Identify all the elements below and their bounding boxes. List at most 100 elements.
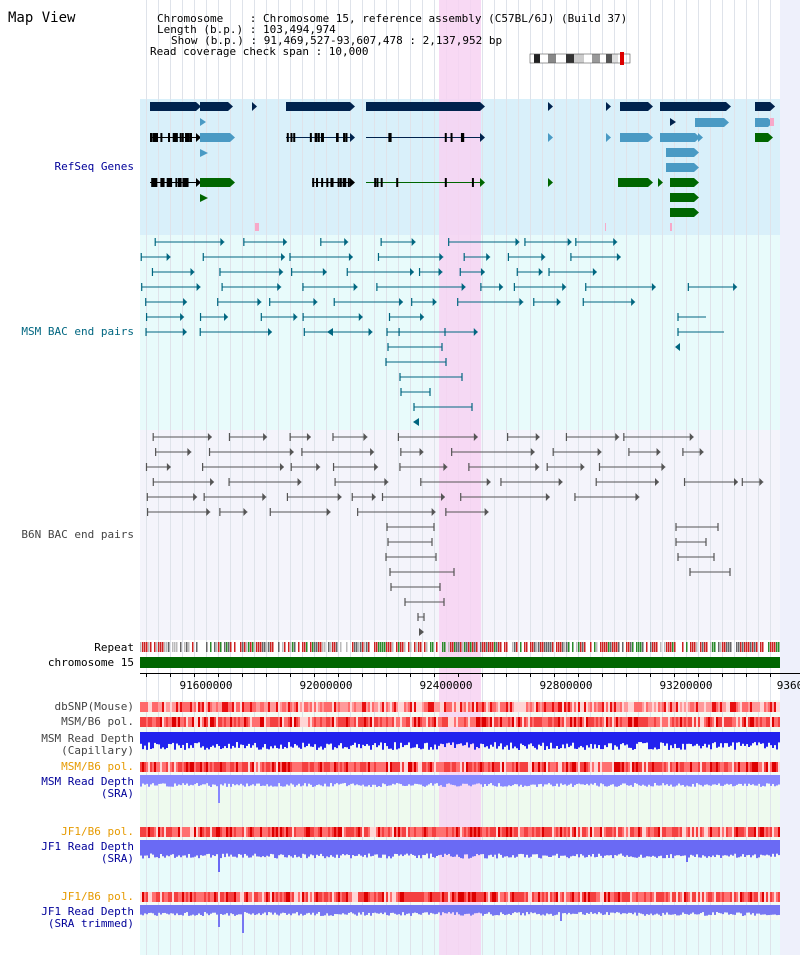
track-label-msm-pol-1[interactable]: MSM/B6 pol. [61,715,134,728]
gene-strand-arrow [548,133,553,142]
jf1-depth-trim-bar [248,905,250,914]
jf1-pol-2-cell [754,892,756,902]
msm-depth-capillary-bar [342,732,344,749]
jf1-depth-sra-bar [768,840,770,856]
track-label-chromosome[interactable]: chromosome 15 [47,656,134,669]
msm-pol-cell [608,717,610,727]
track-label-jf1-depth-trimmed[interactable]: JF1 Read Depth (SRA trimmed) [41,905,134,930]
msm-depth-sra-bar [328,775,330,787]
track-label-jf1-depth-sra[interactable]: JF1 Read Depth (SRA) [41,840,134,865]
jf1-depth-trim-bar [716,905,718,913]
msm-pol-2-cell [562,762,564,772]
jf1-depth-trim-bar [300,905,302,914]
msm-pol-cell [724,717,726,727]
gene-exon [388,133,391,142]
msm-pol-2-cell [154,762,156,772]
repeat-element [534,642,536,652]
repeat-element [244,642,246,652]
jf1-depth-trim-bar [654,905,656,915]
msm-depth-capillary-bar [322,732,324,750]
jf1-depth-trim-bar [566,905,568,915]
msm-pol-cell [606,717,608,727]
jf1-pol-2-cell [310,892,312,902]
msm-depth-sra-bar [446,775,448,784]
dbsnp-cell [758,702,760,712]
jf1-pol-cell [290,827,292,837]
jf1-depth-trim-bar [774,905,776,915]
repeat-element [224,642,226,652]
msm-depth-capillary-bar [776,732,778,750]
track-label-msm-pol-2[interactable]: MSM/B6 pol. [61,760,134,773]
dbsnp-cell [754,702,756,712]
dbsnp-cell [144,702,146,712]
jf1-pol-2-cell [458,892,460,902]
jf1-depth-sra-bar [618,840,620,855]
msm-depth-capillary-bar [238,732,240,748]
jf1-pol-2-cell [312,892,314,902]
gene-exon [339,178,342,187]
jf1-depth-sra-bar [700,840,702,858]
track-label-jf1-pol-2[interactable]: JF1/B6 pol. [61,890,134,903]
msm-depth-capillary-bar [392,732,394,750]
track-label-repeat[interactable]: Repeat [94,641,134,654]
track-label-msm-depth-sra[interactable]: MSM Read Depth (SRA) [41,775,134,800]
msm-depth-capillary-bar [360,732,362,749]
dbsnp-cell [412,702,414,712]
jf1-depth-sra-bar [200,840,202,856]
msm-pol-cell [262,717,264,727]
jf1-depth-trim-bar [250,905,252,915]
dbsnp-cell [252,702,254,712]
msm-depth-capillary-bar [328,732,330,745]
jf1-depth-sra-bar [418,840,420,856]
track-label-jf1-pol-1[interactable]: JF1/B6 pol. [61,825,134,838]
show-range-info-line: Show (b.p.) : 91,469,527-93,607,478 : 2,… [171,34,503,47]
msm-pol-cell [614,717,616,727]
track-label-refseq-genes[interactable]: RefSeq Genes [54,160,134,173]
msm-pol-2-cell [766,762,768,772]
jf1-depth-trim-bar [400,905,402,916]
jf1-pol-2-cell [290,892,292,902]
jf1-depth-trim-bar [606,905,608,913]
msm-depth-capillary-bar [732,732,734,743]
jf1-depth-trim-bar [424,905,426,913]
jf1-depth-sra-bar [284,840,286,858]
jf1-depth-sra-bar [522,840,524,855]
jf1-depth-sra-bar [554,840,556,856]
track-label-b6n-bac[interactable]: B6N BAC end pairs [21,528,134,541]
msm-depth-capillary-bar [368,732,370,746]
dbsnp-cell [272,702,274,712]
msm-pol-cell [502,717,504,727]
dbsnp-cell [452,702,454,712]
jf1-pol-2-cell [574,892,576,902]
jf1-pol-cell [248,827,250,837]
jf1-depth-trim-bar [162,905,164,914]
msm-depth-capillary-bar [744,732,746,746]
msm-depth-capillary-bar [660,732,662,743]
msm-pol-cell [176,717,178,727]
jf1-pol-cell [346,827,348,837]
msm-depth-capillary-bar [390,732,392,749]
msm-bac-end [180,313,185,321]
dbsnp-cell [372,702,374,712]
jf1-depth-sra-bar [602,840,604,858]
repeat-element [548,642,550,652]
jf1-pol-2-cell [364,892,366,902]
gene-exon [326,178,329,187]
jf1-depth-sra-bar [480,840,482,855]
repeat-element [354,642,356,652]
msm-pol-cell [248,717,250,727]
msm-depth-sra-bar [352,775,354,784]
msm-depth-sra-bar [356,775,358,785]
jf1-pol-2-cell [316,892,318,902]
jf1-pol-cell [580,827,582,837]
track-label-dbsnp[interactable]: dbSNP(Mouse) [54,700,134,713]
msm-pol-cell [370,717,372,727]
repeat-element [312,642,314,652]
track-label-msm-bac[interactable]: MSM BAC end pairs [21,325,134,338]
jf1-depth-trim-bar [444,905,446,914]
track-label-msm-depth-capillary[interactable]: MSM Read Depth (Capillary) [41,732,134,757]
msm-pol-2-cell [512,762,514,772]
jf1-depth-sra-bar [688,840,690,858]
repeat-element [174,642,176,652]
